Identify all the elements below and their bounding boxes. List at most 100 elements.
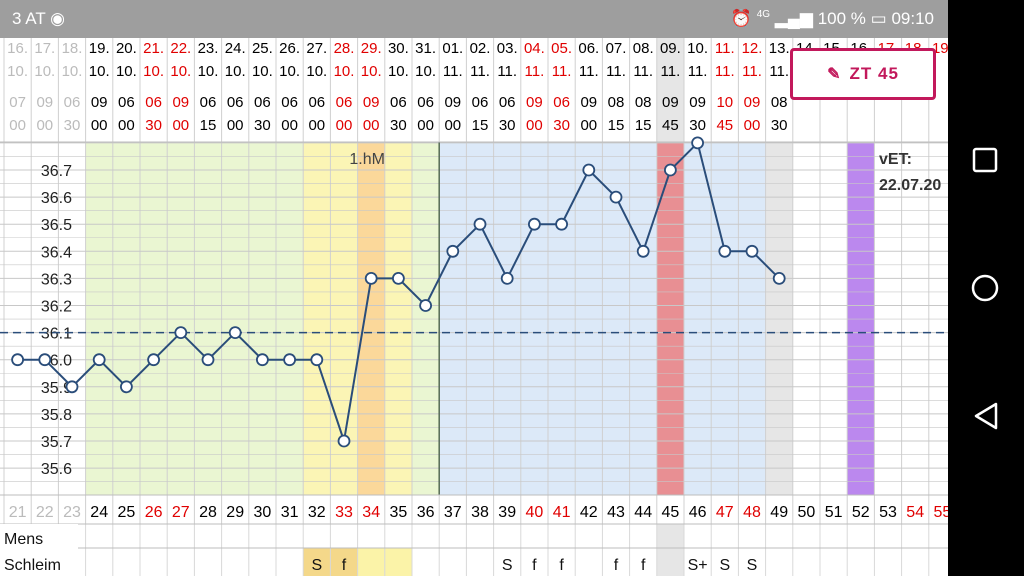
row-label-schleim: Schleim	[4, 557, 61, 574]
temperature-point[interactable]	[391, 271, 405, 285]
row-value-schleim[interactable]: f	[614, 557, 619, 574]
date-month-label: 10.	[62, 63, 83, 80]
time-hour-label: 06	[553, 94, 570, 111]
row-value-schleim[interactable]: S	[502, 557, 513, 574]
temperature-point[interactable]	[691, 136, 704, 150]
cycle-day-label: 53	[879, 504, 897, 521]
temperature-point[interactable]	[228, 326, 242, 340]
date-day-label: 02.	[470, 40, 491, 57]
cycle-day-label: 33	[335, 504, 353, 521]
temperature-point[interactable]	[65, 380, 79, 394]
bottom-rows-bg	[0, 524, 948, 576]
temperature-point[interactable]	[664, 163, 677, 177]
ovulation-annotation: 1.hM	[349, 151, 385, 168]
temperature-point[interactable]	[120, 380, 133, 394]
row-value-schleim[interactable]: f	[559, 557, 564, 574]
time-hour-label: 08	[771, 94, 788, 111]
overview-button-icon[interactable]	[972, 147, 998, 173]
temperature-point[interactable]	[310, 353, 324, 367]
temperature-point[interactable]	[11, 353, 25, 367]
date-month-label: 10.	[143, 63, 164, 80]
temperature-point[interactable]	[283, 353, 297, 367]
temperature-point[interactable]	[555, 217, 568, 231]
temperature-point[interactable]	[337, 434, 351, 448]
temperature-point[interactable]	[500, 271, 514, 285]
cycle-day-label: 47	[716, 504, 734, 521]
temperature-point[interactable]	[609, 190, 623, 204]
temperature-point[interactable]	[582, 163, 596, 177]
time-minute-label: 00	[336, 117, 353, 134]
temperature-point[interactable]	[92, 353, 106, 367]
carrier-label: 3 AT ◉	[12, 9, 65, 28]
temperature-point[interactable]	[745, 244, 759, 258]
time-hour-label: 09	[36, 94, 53, 111]
date-month-label: 10.	[198, 63, 219, 80]
time-hour-label: 06	[499, 94, 516, 111]
temperature-point[interactable]	[174, 326, 188, 340]
date-month-label: 10.	[361, 63, 382, 80]
cycle-day-label: 32	[308, 504, 326, 521]
date-month-label: 11.	[633, 63, 653, 80]
time-hour-label: 09	[662, 94, 679, 111]
temperature-point[interactable]	[419, 299, 433, 312]
temperature-point[interactable]	[255, 353, 269, 367]
time-minute-label: 30	[499, 117, 516, 134]
date-month-label: 10.	[116, 63, 137, 80]
date-month-label: 11.	[552, 63, 572, 80]
time-hour-label: 09	[689, 94, 706, 111]
temperature-point[interactable]	[38, 353, 52, 367]
cycle-day-label: 26	[145, 504, 163, 521]
time-minute-label: 00	[91, 117, 108, 134]
date-month-label: 11.	[443, 63, 463, 80]
row-value-schleim[interactable]: S	[311, 557, 322, 574]
time-minute-label: 00	[363, 117, 380, 134]
row-value-schleim[interactable]: S	[747, 557, 758, 574]
time-hour-label: 06	[64, 94, 81, 111]
date-day-label: 07.	[606, 40, 627, 57]
time-hour-label: 06	[145, 94, 162, 111]
date-day-label: 19.	[89, 40, 110, 57]
date-month-label: 10.	[7, 63, 28, 80]
date-month-label: 11.	[769, 63, 789, 80]
time-hour-label: 06	[200, 94, 217, 111]
row-value-schleim[interactable]: f	[342, 557, 347, 574]
cycle-day-label: 40	[526, 504, 544, 521]
temperature-point[interactable]	[718, 244, 732, 258]
back-button-icon[interactable]	[974, 402, 998, 430]
time-minute-label: 00	[227, 117, 244, 134]
temperature-point[interactable]	[473, 217, 487, 231]
time-minute-label: 15	[200, 117, 217, 134]
y-tick-label: 36.6	[41, 190, 72, 207]
temperature-point[interactable]	[147, 353, 161, 367]
time-hour-label: 06	[281, 94, 298, 111]
temperature-point[interactable]	[446, 244, 460, 258]
time-minute-label: 15	[608, 117, 625, 134]
temperature-point[interactable]	[364, 271, 378, 285]
time-minute-label: 30	[771, 117, 788, 134]
temperature-point[interactable]	[772, 271, 786, 285]
y-tick-label: 35.8	[41, 407, 72, 424]
temperature-point[interactable]	[636, 244, 650, 258]
temperature-point[interactable]	[201, 353, 215, 367]
temperature-chart[interactable]: 36.736.636.536.436.336.236.136.035.935.8…	[0, 38, 948, 576]
cycle-day-label: 37	[444, 504, 462, 521]
date-month-label: 10.	[170, 63, 191, 80]
cycle-day-label: 49	[770, 504, 788, 521]
cycle-day-button[interactable]: ✎ ZT 45	[790, 48, 936, 100]
time-hour-label: 09	[91, 94, 108, 111]
time-hour-label: 09	[172, 94, 189, 111]
row-value-schleim[interactable]: f	[532, 557, 537, 574]
date-month-label: 11.	[606, 63, 626, 80]
date-day-label: 03.	[497, 40, 518, 57]
time-minute-label: 00	[308, 117, 325, 134]
temperature-point[interactable]	[528, 217, 541, 231]
row-value-schleim[interactable]: S+	[688, 557, 708, 574]
date-month-label: 10.	[252, 63, 273, 80]
row-value-schleim[interactable]: f	[641, 557, 646, 574]
home-button-icon[interactable]	[971, 274, 999, 302]
y-tick-label: 36.2	[41, 299, 72, 316]
cycle-day-label: 35	[390, 504, 408, 521]
row-value-schleim[interactable]: S	[719, 557, 730, 574]
date-day-label: 13.	[769, 40, 790, 57]
today-header-highlight	[656, 38, 684, 142]
